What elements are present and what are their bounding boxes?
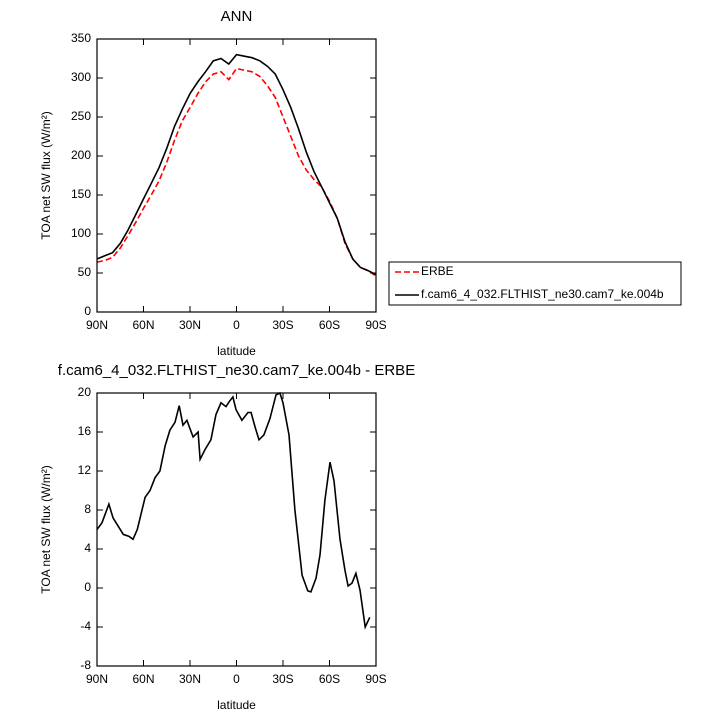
x-tick-label: 60S bbox=[319, 672, 340, 686]
x-tick-label: 60N bbox=[132, 318, 154, 332]
x-tick-label: 90S bbox=[365, 672, 386, 686]
y-tick-label: 4 bbox=[84, 541, 91, 555]
data-line bbox=[96, 391, 371, 630]
y-tick-label: 16 bbox=[78, 424, 92, 438]
legend-label: f.cam6_4_032.FLTHIST_ne30.cam7_ke.004b bbox=[421, 287, 664, 301]
x-tick-label: 90S bbox=[365, 318, 386, 332]
x-axis-title: latitude bbox=[217, 344, 256, 358]
y-tick-label: 150 bbox=[71, 187, 91, 201]
x-tick-label: 90N bbox=[86, 318, 108, 332]
x-tick-label: 90N bbox=[86, 672, 108, 686]
y-tick-label: 8 bbox=[84, 502, 91, 516]
x-tick-label: 30S bbox=[272, 672, 293, 686]
chart-title: f.cam6_4_032.FLTHIST_ne30.cam7_ke.004b -… bbox=[58, 362, 415, 379]
plot-frame bbox=[96, 392, 377, 667]
legend-box bbox=[388, 261, 682, 306]
y-tick-label: 0 bbox=[84, 304, 91, 318]
x-tick-label: 60S bbox=[319, 318, 340, 332]
x-tick-label: 30S bbox=[272, 318, 293, 332]
x-axis-title: latitude bbox=[217, 698, 256, 712]
x-tick-label: 30N bbox=[179, 318, 201, 332]
y-tick-label: 12 bbox=[78, 463, 92, 477]
y-tick-label: 100 bbox=[71, 226, 91, 240]
y-tick-label: -8 bbox=[80, 658, 91, 672]
x-tick-label: 0 bbox=[233, 672, 240, 686]
x-tick-label: 0 bbox=[233, 318, 240, 332]
y-tick-label: 20 bbox=[78, 385, 92, 399]
legend-label: ERBE bbox=[421, 264, 454, 278]
y-tick-label: 200 bbox=[71, 148, 91, 162]
y-axis-title: TOA net SW flux (W/m²) bbox=[39, 111, 53, 239]
y-tick-label: 350 bbox=[71, 31, 91, 45]
y-tick-label: 300 bbox=[71, 70, 91, 84]
y-axis-title: TOA net SW flux (W/m²) bbox=[39, 465, 53, 593]
chart-title: ANN bbox=[221, 8, 253, 25]
y-tick-label: 0 bbox=[84, 580, 91, 594]
x-tick-label: 30N bbox=[179, 672, 201, 686]
plot-frame bbox=[96, 38, 377, 313]
y-tick-label: 250 bbox=[71, 109, 91, 123]
y-tick-label: -4 bbox=[80, 619, 91, 633]
data-line bbox=[96, 53, 377, 276]
x-tick-label: 60N bbox=[132, 672, 154, 686]
y-tick-label: 50 bbox=[78, 265, 92, 279]
data-line bbox=[96, 67, 377, 277]
